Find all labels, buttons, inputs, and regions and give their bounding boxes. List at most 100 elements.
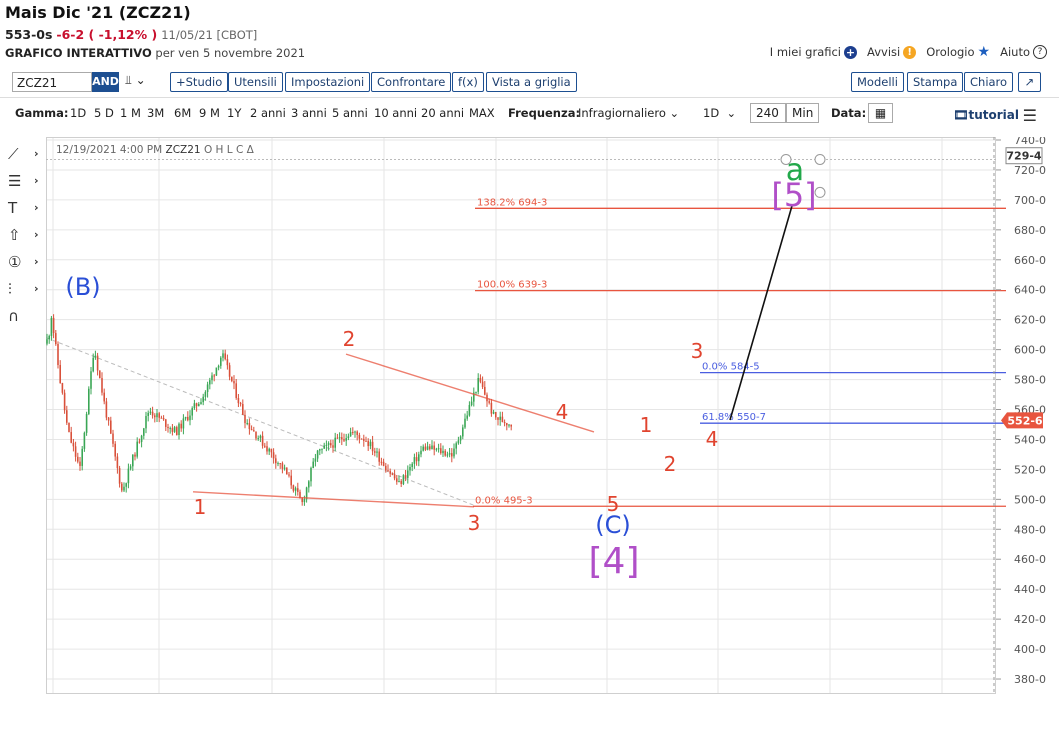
range-5y[interactable]: 5 anni [332, 106, 368, 120]
tutorial-link[interactable]: 🎞tutorial [953, 108, 1019, 122]
fib-label: 0.0% 495-3 [475, 495, 533, 506]
candle-body [103, 392, 105, 402]
candle-body [457, 440, 460, 444]
hamburger-menu-icon[interactable]: ☰ [1022, 106, 1037, 125]
wave-label: 2 [664, 452, 677, 476]
range-20y[interactable]: 20 anni [421, 106, 465, 120]
my-charts-link[interactable]: I miei grafici + [770, 45, 858, 59]
candle-body [356, 431, 358, 435]
and-button[interactable]: AND [92, 72, 119, 92]
wave-label: 3 [468, 511, 481, 535]
candle-body [352, 431, 354, 433]
candle-body [393, 474, 396, 479]
candle-body [433, 445, 435, 450]
candle-body [380, 461, 383, 463]
study-button[interactable]: +Studio [170, 72, 229, 92]
range-2y[interactable]: 2 anni [250, 106, 286, 120]
candle-body [228, 365, 231, 377]
candle-body [398, 481, 400, 483]
fib-label: 0.0% 584-5 [702, 362, 760, 373]
range-1y[interactable]: 1Y [227, 106, 242, 120]
help-link[interactable]: Aiuto? [1000, 45, 1047, 59]
wave-trendline-lower [192, 491, 475, 508]
star-icon: ★ [977, 43, 991, 60]
fx-button[interactable]: f(x) [452, 72, 484, 92]
light-theme-button[interactable]: Chiaro [964, 72, 1014, 92]
symbol-input[interactable]: ZCZ21 [12, 72, 92, 92]
candle-body [367, 440, 369, 447]
trend-projection [46, 158, 996, 506]
range-3y[interactable]: 3 anni [291, 106, 327, 120]
calendar-button[interactable]: ▦ [868, 103, 893, 123]
date-label: Data: [831, 106, 867, 120]
candle-body [305, 487, 308, 500]
expand-button[interactable]: ↗ [1018, 72, 1041, 92]
tools-button[interactable]: Utensili [228, 72, 283, 92]
settings-button[interactable]: Impostazioni [285, 72, 371, 92]
candle-body [105, 401, 108, 418]
plus-icon: + [844, 45, 858, 59]
candle-body [253, 430, 255, 432]
y-tick-label: 460-0 [1014, 553, 1046, 566]
range-9m[interactable]: 9 M [199, 106, 220, 120]
candle-body [116, 456, 119, 469]
candle-body [378, 451, 380, 462]
period-select[interactable]: 1D ⌄ [703, 106, 736, 120]
candle-body [426, 446, 429, 450]
grid-view-button[interactable]: Vista a griglia [486, 72, 577, 92]
candle-body [118, 468, 121, 484]
compare-button[interactable]: Confrontare [371, 72, 452, 92]
candle-body [332, 445, 334, 448]
candle-body [112, 433, 114, 444]
candle-body [292, 485, 295, 491]
text-tool[interactable]: T › [8, 199, 42, 226]
range-1d[interactable]: 1D [70, 106, 87, 120]
count-tool[interactable]: ① › [8, 253, 42, 280]
candle-body [508, 424, 510, 426]
y-tick-label: 740-0 [1014, 137, 1046, 147]
models-button[interactable]: Modelli [851, 72, 904, 92]
frequency-select[interactable]: Infragiornaliero ⌄ [578, 106, 679, 120]
range-label: Gamma: [15, 106, 69, 120]
candle-body [290, 475, 292, 486]
subtitle-bold: GRAFICO INTERATTIVO [5, 46, 152, 60]
range-3m[interactable]: 3M [147, 106, 165, 120]
fib-tool[interactable]: ☰ › [8, 172, 42, 199]
minutes-input[interactable]: 240 [750, 103, 786, 123]
candle-body [488, 401, 490, 403]
candle-body [334, 437, 336, 448]
candle-body [314, 458, 317, 462]
candle-body [418, 454, 420, 462]
wave-label: (B) [65, 273, 100, 301]
candle-body [444, 450, 446, 456]
candle-body [503, 422, 506, 424]
magnet-tool[interactable]: ∩ [8, 307, 42, 334]
candle-body [510, 424, 512, 427]
range-10y[interactable]: 10 anni [374, 106, 418, 120]
candle-body [107, 417, 110, 421]
range-6m[interactable]: 6M [174, 106, 192, 120]
candle-body [279, 463, 281, 465]
candle-body [187, 416, 189, 421]
alerts-label: Avvisi [867, 45, 901, 59]
candle-body [391, 473, 394, 475]
print-button[interactable]: Stampa [907, 72, 964, 92]
pattern-tool[interactable]: ⫶ › [8, 280, 42, 307]
alerts-link[interactable]: Avvisi! [867, 45, 917, 59]
chart-type-dropdown[interactable]: ⫫ ⌄ [125, 73, 146, 88]
candle-body [341, 437, 343, 440]
candle-body [79, 461, 81, 466]
watch-link[interactable]: Orologio ★ [926, 43, 991, 60]
y-tick-label: 660-0 [1014, 254, 1046, 267]
range-max[interactable]: MAX [469, 106, 495, 120]
candle-body [268, 448, 270, 452]
candle-body [138, 441, 141, 443]
line-tool[interactable]: ⟋ › [8, 145, 42, 172]
range-1m[interactable]: 1 M [120, 106, 141, 120]
price-chart[interactable]: 138.2% 694-3 100.0% 639-3 0.0% 584-5 61.8% … [46, 137, 1046, 699]
candle-body [246, 422, 248, 424]
candle-body [191, 408, 193, 416]
arrow-tool[interactable]: ⇧ › [8, 226, 42, 253]
candle-body [123, 486, 125, 491]
range-5d[interactable]: 5 D [94, 106, 114, 120]
